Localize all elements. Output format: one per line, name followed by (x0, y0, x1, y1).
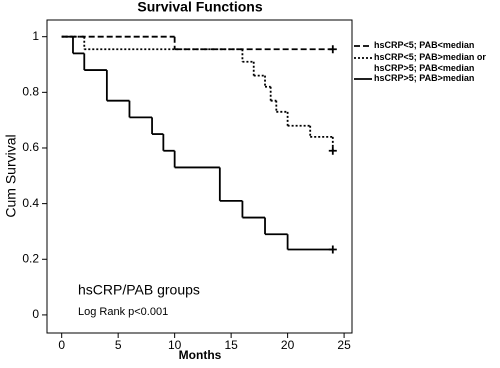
x-tick-label: 5 (115, 338, 122, 352)
annotation: hsCRP/PAB groups (78, 282, 200, 298)
x-tick-label: 10 (168, 338, 182, 352)
plot-frame (46, 19, 353, 334)
y-tick-label: 0.6 (22, 140, 39, 154)
y-axis-label: Cum Survival (3, 134, 19, 217)
legend-label: hsCRP<5; PAB<median (374, 40, 475, 50)
y-tick-label: 0.2 (22, 251, 39, 265)
x-axis-label: Months (179, 348, 222, 362)
censor-mark (328, 45, 337, 54)
legend-label: hsCRP<5; PAB>median or hsCRP>5; PAB<medi… (374, 52, 486, 73)
x-tick-label: 25 (337, 338, 351, 352)
y-tick-label: 0.4 (22, 196, 39, 210)
x-tick-label: 15 (224, 338, 238, 352)
x-tick-label: 20 (281, 338, 295, 352)
legend-label: hsCRP>5; PAB>median (374, 73, 475, 83)
y-tick-label: 1 (32, 29, 39, 43)
censor-mark (328, 146, 337, 155)
y-tick-label: 0.8 (22, 85, 39, 99)
censor-mark (328, 245, 337, 254)
annotation: Log Rank p<0.001 (78, 306, 168, 318)
x-tick-label: 0 (58, 338, 65, 352)
chart-title: Survival Functions (137, 0, 262, 15)
y-tick-label: 0 (32, 307, 39, 321)
